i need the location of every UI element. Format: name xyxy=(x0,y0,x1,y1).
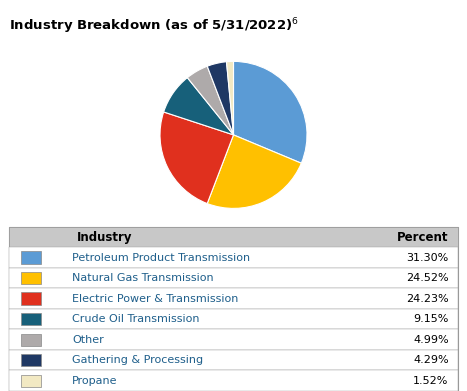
Text: Other: Other xyxy=(72,335,104,345)
Bar xyxy=(21,313,41,325)
Wedge shape xyxy=(207,135,301,208)
Text: Industry: Industry xyxy=(77,231,132,244)
Wedge shape xyxy=(160,112,234,204)
Text: 24.23%: 24.23% xyxy=(406,294,449,304)
Bar xyxy=(21,354,41,366)
Text: 1.52%: 1.52% xyxy=(413,376,449,386)
Text: 4.29%: 4.29% xyxy=(413,355,449,365)
Wedge shape xyxy=(234,61,307,163)
Text: Industry Breakdown (as of 5/31/2022)$^{6}$: Industry Breakdown (as of 5/31/2022)$^{6… xyxy=(9,16,299,36)
Wedge shape xyxy=(187,66,234,135)
Bar xyxy=(9,289,458,309)
Text: 9.15%: 9.15% xyxy=(413,314,449,324)
Text: Petroleum Product Transmission: Petroleum Product Transmission xyxy=(72,253,250,263)
Bar xyxy=(9,309,458,329)
Bar xyxy=(9,268,458,289)
Text: 4.99%: 4.99% xyxy=(413,335,449,345)
Bar xyxy=(9,248,458,268)
Bar xyxy=(9,350,458,371)
Bar xyxy=(21,375,41,387)
Wedge shape xyxy=(226,61,234,135)
Bar xyxy=(21,272,41,284)
Bar xyxy=(9,329,458,350)
Text: Electric Power & Transmission: Electric Power & Transmission xyxy=(72,294,239,304)
Text: Gathering & Processing: Gathering & Processing xyxy=(72,355,203,365)
Bar xyxy=(9,371,458,391)
Text: Percent: Percent xyxy=(397,231,449,244)
Text: 24.52%: 24.52% xyxy=(406,273,449,283)
Bar xyxy=(21,292,41,305)
Bar xyxy=(9,227,458,248)
Bar xyxy=(21,334,41,346)
Text: Natural Gas Transmission: Natural Gas Transmission xyxy=(72,273,214,283)
Text: Propane: Propane xyxy=(72,376,118,386)
Text: Crude Oil Transmission: Crude Oil Transmission xyxy=(72,314,199,324)
Wedge shape xyxy=(163,78,234,135)
Wedge shape xyxy=(207,62,234,135)
Bar xyxy=(21,251,41,264)
Text: 31.30%: 31.30% xyxy=(406,253,449,263)
